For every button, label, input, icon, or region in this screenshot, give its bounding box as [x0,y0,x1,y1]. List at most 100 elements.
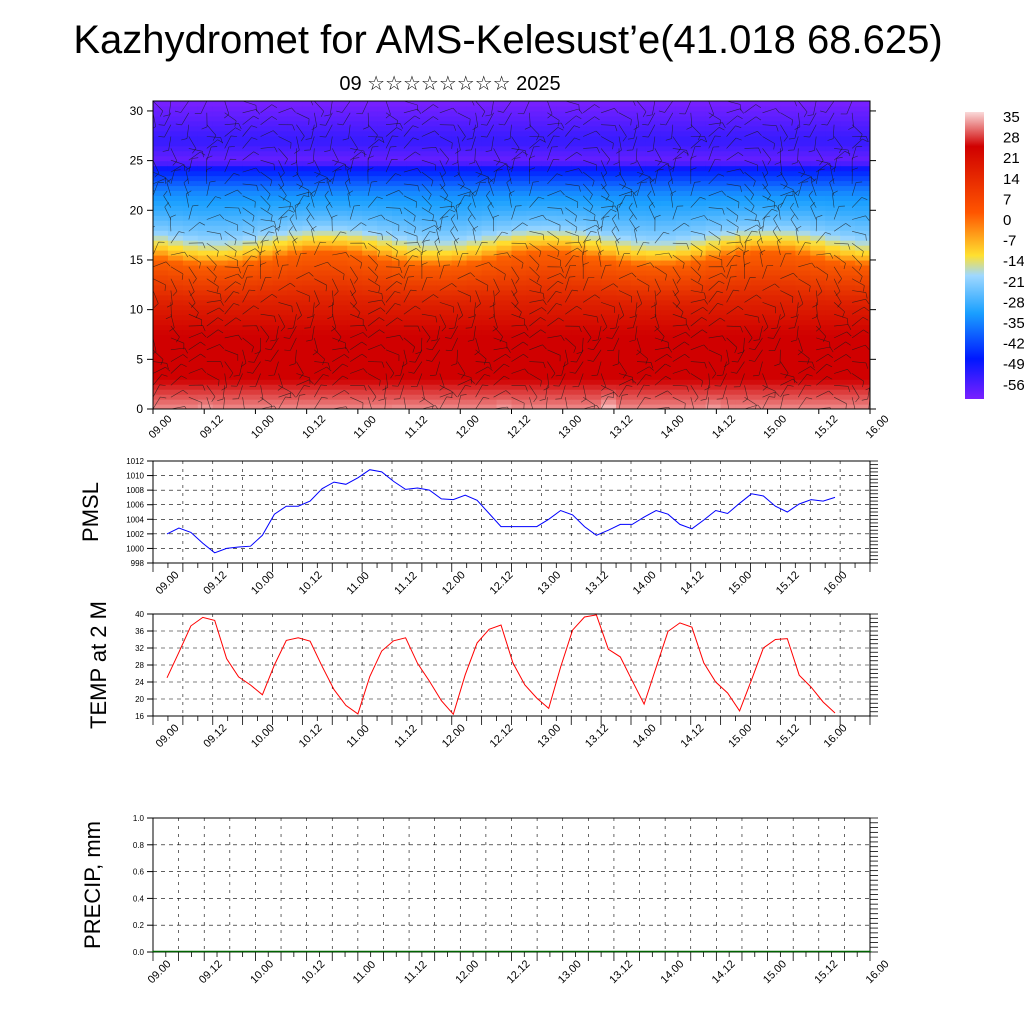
heatmap-cell [481,289,498,296]
heatmap-cell [631,389,647,395]
wind-barb [367,139,385,149]
heatmap-cell [511,284,528,291]
wind-barb [654,353,672,362]
x-tick-label: 14.00 [659,413,687,441]
heatmap-cell [287,329,303,336]
heatmap-cell [167,349,184,355]
wind-barb [332,278,339,296]
heatmap-cell [153,284,169,291]
heatmap-cell [212,235,229,241]
heatmap-cell [511,120,528,127]
heatmap-cell [212,110,229,117]
colorbar-label: 0 [1003,212,1011,229]
wind-barb [816,266,829,281]
heatmap-cell [421,255,438,261]
heatmap-cell [825,130,841,137]
heatmap-cell [690,210,707,216]
heatmap-cell [153,140,169,147]
heatmap-cell [855,294,870,301]
wind-barb [772,226,781,244]
wind-barb [511,266,520,284]
wind-barb [314,278,327,292]
heatmap-cell [720,299,737,306]
heatmap-cell [645,374,662,380]
wind-barb [170,214,176,232]
heatmap-cell [750,344,767,350]
heatmap-cell [541,259,557,266]
wind-barb [314,349,325,365]
wind-barb [278,264,289,279]
heatmap-cell [197,374,214,380]
wind-barb [627,314,638,329]
heatmap-cell [466,259,483,266]
wind-barb [833,266,842,284]
wind-barb [582,262,589,279]
wind-barb [224,361,234,379]
wind-barb [314,101,325,117]
wind-barb [744,239,752,256]
heatmap-cell [481,284,498,291]
heatmap-cell [317,349,333,355]
heatmap-cell [705,379,722,385]
heatmap-cell [167,404,184,409]
heatmap-cell [690,324,707,331]
heatmap-cell [227,364,244,370]
wind-barb [350,151,367,161]
x-tick-label: 09.00 [146,958,174,986]
heatmap-cell [720,250,737,256]
heatmap-cell [571,230,587,236]
heatmap-cell [421,105,438,112]
heatmap-cell [451,105,468,112]
heatmap-cell [362,135,378,142]
wind-barb [816,159,831,170]
heatmap-cell [825,210,841,216]
colorbar-label: -21 [1003,274,1024,291]
heatmap-cell [287,324,303,331]
heatmap-cell [481,140,498,147]
heatmap-cell [212,369,229,375]
heatmap-cell [377,140,393,147]
heatmap-cell [690,205,707,211]
heatmap-cell [167,294,184,301]
heatmap-cell [750,135,767,142]
heatmap-cell [675,319,692,326]
heatmap-cell [481,364,498,370]
heatmap-cell [571,374,587,380]
wind-barb [665,124,674,141]
heatmap-cell [451,404,468,409]
y-tick-label: 1004 [126,515,144,524]
wind-barb [851,167,859,184]
heatmap-cell [705,294,722,301]
heatmap-cell [705,105,722,112]
wind-barb [758,225,764,244]
heatmap-cell [825,399,841,405]
heatmap-cell [645,185,662,192]
heatmap-cell [466,344,483,350]
heatmap-cell [362,369,378,375]
wind-barb [426,349,441,362]
wind-barb [672,313,687,325]
heatmap-cell [765,384,781,390]
heatmap-cell [167,369,184,375]
wind-barb [403,183,420,192]
heatmap-cell [362,319,378,326]
heatmap-cell [436,135,453,142]
wind-barb [224,173,240,185]
heatmap-cell [780,165,796,172]
wind-barb [294,136,300,154]
wind-barb [780,101,797,107]
heatmap-cell [287,185,303,192]
wind-barb [833,156,843,173]
heatmap-cell [810,364,826,370]
wind-barb [511,324,529,331]
heatmap-cell [690,364,707,370]
wind-barb [170,266,184,280]
heatmap-cell [481,170,498,177]
wind-barb [287,314,297,330]
wind-barb [278,282,296,291]
heatmap-cell [272,205,289,211]
heatmap-cell [645,220,662,226]
heatmap-cell [242,190,259,196]
heatmap-cell [511,359,528,365]
